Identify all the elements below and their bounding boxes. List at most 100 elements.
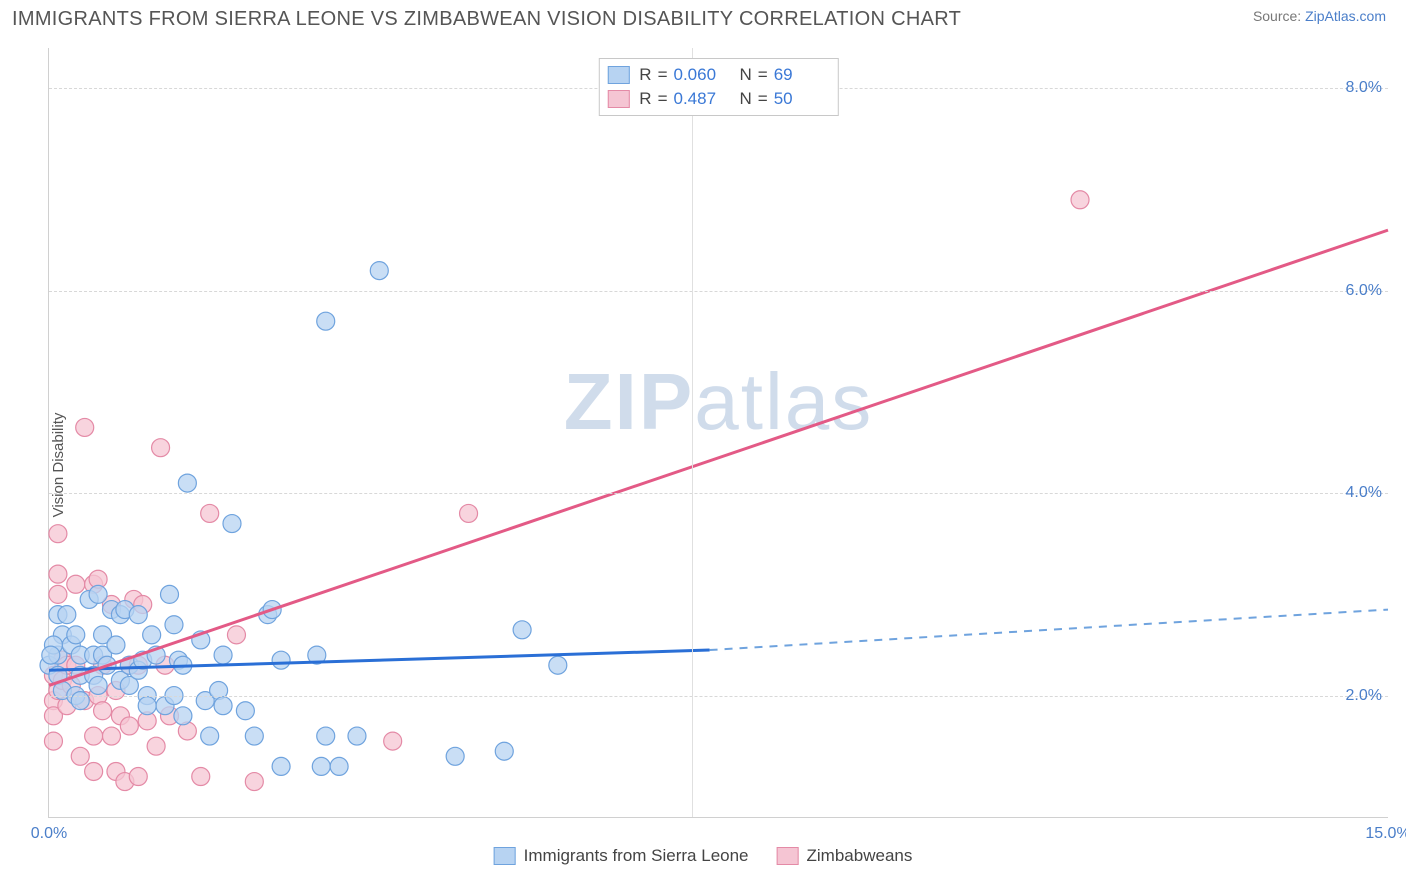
scatter-point-a [192, 631, 210, 649]
scatter-point-b [67, 575, 85, 593]
scatter-point-b [120, 656, 138, 674]
scatter-point-a [214, 697, 232, 715]
scatter-point-a [446, 747, 464, 765]
scatter-point-b [227, 626, 245, 644]
scatter-point-a [143, 626, 161, 644]
equals-sign: = [658, 89, 668, 109]
scatter-point-a [107, 636, 125, 654]
watermark-bold: ZIP [564, 357, 694, 446]
scatter-point-b [129, 656, 147, 674]
scatter-point-a [53, 626, 71, 644]
watermark-rest: atlas [694, 357, 873, 446]
legend-r-label-b: R [639, 89, 651, 109]
scatter-point-b [67, 656, 85, 674]
scatter-point-a [89, 585, 107, 603]
scatter-point-a [120, 656, 138, 674]
scatter-point-a [196, 692, 214, 710]
svg-layer [49, 48, 1388, 817]
scatter-point-a [236, 702, 254, 720]
scatter-point-b [49, 682, 67, 700]
scatter-point-b [53, 651, 71, 669]
scatter-point-a [308, 646, 326, 664]
legend-stats: R = 0.060 N = 69 R = 0.487 N = 50 [598, 58, 838, 116]
legend-r-label-a: R [639, 65, 651, 85]
scatter-point-b [62, 676, 80, 694]
scatter-point-b [147, 737, 165, 755]
scatter-point-a [549, 656, 567, 674]
scatter-point-b [89, 570, 107, 588]
scatter-point-b [58, 697, 76, 715]
scatter-point-a [513, 621, 531, 639]
legend-swatch-a [494, 847, 516, 865]
scatter-point-a [98, 656, 116, 674]
scatter-point-a [169, 651, 187, 669]
scatter-point-a [174, 707, 192, 725]
scatter-point-a [348, 727, 366, 745]
scatter-point-b [85, 575, 103, 593]
y-tick-label: 6.0% [1346, 282, 1382, 300]
legend-label-b: Zimbabweans [807, 846, 913, 866]
scatter-point-b [102, 596, 120, 614]
header: IMMIGRANTS FROM SIERRA LEONE VS ZIMBABWE… [0, 0, 1406, 31]
chart-title: IMMIGRANTS FROM SIERRA LEONE VS ZIMBABWE… [12, 8, 961, 31]
y-tick-label: 4.0% [1346, 484, 1382, 502]
scatter-point-b [44, 707, 62, 725]
scatter-point-a [58, 606, 76, 624]
scatter-point-b [107, 762, 125, 780]
legend-r-value-a: 0.060 [674, 65, 730, 85]
legend-swatch-b [777, 847, 799, 865]
scatter-point-a [89, 676, 107, 694]
scatter-point-a [129, 606, 147, 624]
scatter-point-a [138, 697, 156, 715]
legend-r-value-b: 0.487 [674, 89, 730, 109]
scatter-point-a [42, 646, 60, 664]
scatter-point-a [62, 636, 80, 654]
y-tick-label: 2.0% [1346, 687, 1382, 705]
scatter-point-a [214, 646, 232, 664]
scatter-point-b [116, 773, 134, 791]
scatter-point-a [263, 601, 281, 619]
scatter-point-b [76, 418, 94, 436]
chart-container: Vision Disability ZIPatlas R = 0.060 N =… [0, 38, 1406, 892]
legend-series: Immigrants from Sierra Leone Zimbabweans [494, 846, 913, 866]
scatter-point-a [201, 727, 219, 745]
scatter-point-a [330, 757, 348, 775]
scatter-point-b [152, 439, 170, 457]
equals-sign: = [758, 65, 768, 85]
scatter-point-a [102, 601, 120, 619]
legend-n-value-a: 69 [774, 65, 830, 85]
legend-n-label-a: N [740, 65, 752, 85]
scatter-point-a [116, 601, 134, 619]
scatter-point-a [71, 666, 89, 684]
scatter-point-b [178, 722, 196, 740]
legend-n-label-b: N [740, 89, 752, 109]
scatter-point-b [76, 692, 94, 710]
legend-swatch-a [607, 66, 629, 84]
scatter-point-a [317, 727, 335, 745]
scatter-point-a [49, 646, 67, 664]
scatter-point-a [49, 666, 67, 684]
source-link[interactable]: ZipAtlas.com [1305, 8, 1386, 24]
plot-area: ZIPatlas R = 0.060 N = 69 R = 0.487 N = … [48, 48, 1388, 818]
scatter-point-a [111, 606, 129, 624]
legend-stats-row-a: R = 0.060 N = 69 [607, 63, 829, 87]
scatter-point-b [58, 656, 76, 674]
scatter-point-a [49, 606, 67, 624]
scatter-point-a [165, 616, 183, 634]
scatter-point-a [317, 312, 335, 330]
scatter-point-b [107, 682, 125, 700]
scatter-point-b [120, 717, 138, 735]
scatter-point-a [40, 656, 58, 674]
scatter-point-b [125, 590, 143, 608]
scatter-point-a [495, 742, 513, 760]
scatter-point-b [44, 666, 62, 684]
scatter-point-a [71, 692, 89, 710]
scatter-point-b [460, 504, 478, 522]
scatter-point-a [129, 661, 147, 679]
scatter-point-a [53, 682, 71, 700]
scatter-point-a [272, 651, 290, 669]
scatter-point-b [384, 732, 402, 750]
scatter-point-a [147, 646, 165, 664]
scatter-point-b [49, 525, 67, 543]
scatter-point-b [53, 671, 71, 689]
